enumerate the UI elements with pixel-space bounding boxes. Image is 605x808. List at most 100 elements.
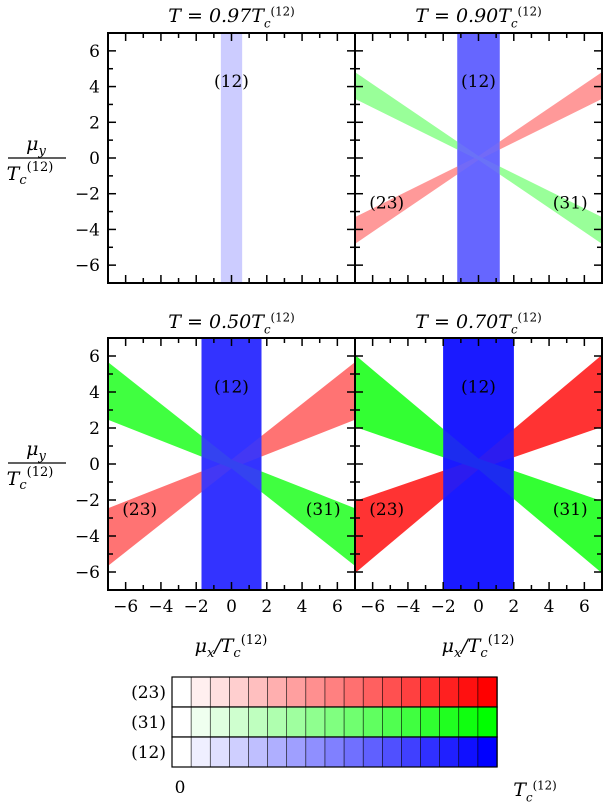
x-tick-label: −6 [360,597,385,617]
phase-band-12-top [443,338,514,590]
x-tick-label: 6 [579,597,590,617]
x-tick-label: 4 [544,597,555,617]
colorbar-cell [324,676,345,708]
x-tick-label: 2 [261,597,272,617]
panel-4: (12) (23) (31) −6 −4 −2 0 2 4 6 T = 0.70Tc(12) [354,311,603,617]
colorbar: (23) (31) (12) 0 Tc(12) [131,676,557,804]
phase-label-23: (23) [369,194,404,214]
ylabel-numerator: μy [26,438,46,464]
colorbar-cell [401,736,422,768]
colorbar-row-frame [171,736,498,768]
x-tick-label: −2 [431,597,456,617]
phase-label-31: (31) [553,500,588,520]
phase-band-23-left [355,155,479,244]
colorbar-cell [439,706,460,738]
y-tick-label: −2 [75,185,100,205]
colorbar-cell [362,706,383,738]
ylabel-numerator: μy [26,133,46,159]
phase-band-12-top [220,33,243,283]
colorbar-cell [458,736,479,768]
colorbar-cell [286,736,307,768]
plot-area [355,33,602,283]
colorbar-cell [477,676,498,708]
panel-title: T = 0.70Tc(12) [415,311,541,337]
phase-label-12: (12) [461,72,496,92]
y-tick-label: 6 [89,42,100,62]
y-tick-label: 0 [89,455,100,475]
y-tick-label: 6 [89,347,100,367]
phase-label-23: (23) [369,500,404,520]
y-tick-label: −4 [75,220,100,240]
phase-band-31-left [355,72,479,161]
colorbar-cell [343,676,364,708]
colorbar-cell [420,736,441,768]
ylabel-denominator: Tc(12) [7,160,54,188]
y-tick-label: −2 [75,491,100,511]
colorbar-cell [343,706,364,738]
y-tick-label: 4 [89,383,100,403]
panel-title: T = 0.97Tc(12) [168,5,294,31]
panels: (12) −6 −4 −2 0 2 4 6 T = 0.97Tc(12) (12) (23) (31)… [75,5,603,617]
colorbar-cell [362,736,383,768]
colorbar-cell [171,736,192,768]
colorbar-cell [248,706,269,738]
colorbar-cell [209,736,231,768]
colorbar-cell [324,736,345,768]
y-tick-label: 2 [89,113,100,133]
xlabel-right: μx/Tc(12) [442,633,515,661]
panel-title: T = 0.90Tc(12) [415,5,541,31]
colorbar-cell [286,706,307,738]
colorbar-cell [458,676,479,708]
phase-band-23-right [478,72,602,161]
colorbar-cell [362,676,383,708]
colorbar-cell [171,706,192,738]
x-tick-label: −6 [113,597,138,617]
colorbar-cell [267,676,288,708]
colorbar-cell [229,706,250,738]
colorbar-cell [420,676,441,708]
phase-band-12-top [201,338,262,590]
y-tick-label: −6 [75,256,100,276]
phase-band-31-right [231,459,355,566]
colorbar-cell [248,676,269,708]
phase-label-12: (12) [214,72,249,92]
plot-area [108,338,355,590]
colorbar-cell [229,736,250,768]
colorbar-cell [381,706,403,738]
phase-label-31: (31) [306,500,341,520]
panel-3: (12) (23) (31) −6 −4 −2 0 2 4 6 −6 −4 −2 0 2 4 6 T = 0.50… [75,311,356,617]
colorbar-cell [420,706,441,738]
panel-1: (12) −6 −4 −2 0 2 4 6 T = 0.97Tc(12) [75,5,356,284]
ylabel-denominator: Tc(12) [7,465,54,493]
colorbar-cell [209,706,231,738]
y-tick-label: 4 [89,78,100,98]
colorbar-cell [305,736,326,768]
x-tick-label: −4 [148,597,173,617]
colorbar-row-label: (23) [131,683,166,703]
x-tick-label: 4 [297,597,308,617]
colorbar-cell [190,736,211,768]
panel-2: (12) (23) (31) T = 0.90Tc(12) [354,5,603,284]
colorbar-cell [171,676,192,708]
phase-label-31: (31) [553,194,588,214]
colorbar-cell [286,676,307,708]
colorbar-cell [190,676,211,708]
colorbar-cell [190,706,211,738]
phase-label-12: (12) [214,378,249,398]
phase-label-12: (12) [461,378,496,398]
colorbar-cell [477,706,498,738]
y-tick-label: 0 [89,149,100,169]
x-tick-label: 2 [508,597,519,617]
x-tick-label: 0 [226,597,237,617]
colorbar-cell [209,676,231,708]
colorbar-cell [381,676,403,708]
phase-band-31-left [108,362,232,469]
phase-band-23-right [231,362,355,469]
colorbar-min-label: 0 [175,778,186,798]
plot-area [355,338,602,590]
colorbar-row-label: (31) [131,713,166,733]
xlabel-left: μx/Tc(12) [195,633,268,661]
